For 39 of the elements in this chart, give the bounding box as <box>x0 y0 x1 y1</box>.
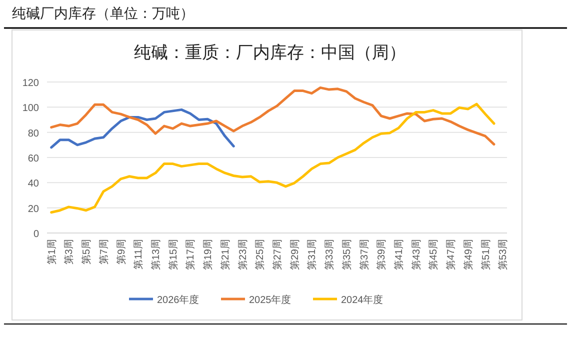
x-tick-label: 第49周 <box>462 239 474 270</box>
chart-subtitle: 纯碱：重质：厂内库存：中国（周） <box>134 43 406 62</box>
x-tick-label: 第3周 <box>63 239 76 265</box>
legend-label: 2024年度 <box>341 294 384 306</box>
x-tick-label: 第11周 <box>132 239 145 270</box>
y-tick-label: 20 <box>28 204 40 215</box>
x-tick-label: 第17周 <box>184 239 197 270</box>
x-tick-label: 第45周 <box>428 239 440 270</box>
x-tick-label: 第19周 <box>202 239 214 270</box>
legend-label: 2025年度 <box>249 294 292 306</box>
y-tick-label: 120 <box>22 78 40 89</box>
x-tick-label: 第41周 <box>393 239 406 270</box>
x-tick-label: 第35周 <box>340 239 353 270</box>
y-tick-label: 100 <box>22 103 40 114</box>
x-tick-label: 第27周 <box>272 239 284 270</box>
y-tick-label: 0 <box>33 229 40 240</box>
x-tick-label: 第51周 <box>480 239 492 270</box>
x-tick-label: 第29周 <box>288 239 301 270</box>
x-tick-label: 第7周 <box>98 239 110 265</box>
y-tick-label: 60 <box>28 154 40 164</box>
x-tick-label: 第9周 <box>115 239 128 265</box>
y-tick-label: 40 <box>28 178 40 190</box>
x-tick-label: 第37周 <box>358 239 370 270</box>
x-tick-label: 第5周 <box>80 239 93 265</box>
y-tick-label: 80 <box>28 128 40 140</box>
x-tick-label: 第53周 <box>497 239 510 270</box>
chart-title: 纯碱厂内库存（单位：万吨） <box>12 6 194 22</box>
x-tick-label: 第23周 <box>236 239 249 270</box>
x-tick-label: 第25周 <box>254 239 266 270</box>
x-tick-label: 第1周 <box>46 239 58 265</box>
x-tick-label: 第13周 <box>150 239 162 270</box>
x-tick-label: 第33周 <box>324 239 336 270</box>
x-tick-label: 第39周 <box>376 239 388 270</box>
x-tick-label: 第31周 <box>306 239 318 270</box>
x-tick-label: 第47周 <box>445 239 458 270</box>
x-tick-label: 第43周 <box>410 239 422 270</box>
x-tick-label: 第15周 <box>167 239 180 270</box>
x-tick-label: 第21周 <box>219 239 232 270</box>
legend-label: 2026年度 <box>157 294 200 306</box>
